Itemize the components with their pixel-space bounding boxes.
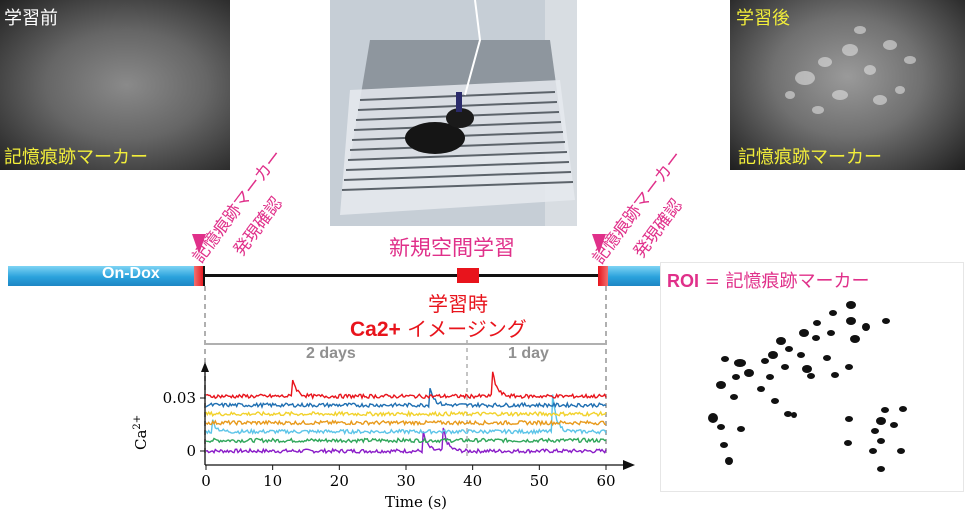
x-tick-label: 30 — [396, 472, 415, 490]
x-tick-label: 10 — [263, 472, 282, 490]
calcium-trace-series — [205, 427, 607, 455]
before-marker-label: 記憶痕跡マーカー — [4, 147, 148, 168]
roi-panel: ROI = 記憶痕跡マーカー — [660, 262, 964, 492]
x-ticks: 0 10 20 30 40 50 60 — [201, 465, 616, 490]
calcium-trace-chart: 0 10 20 30 40 50 60 00.03 Time (s) Ca2+ — [132, 362, 635, 511]
x-axis-label: Time (s) — [385, 493, 447, 511]
ca-label: Ca2+ — [350, 318, 401, 341]
timeline-left-tick — [203, 266, 205, 286]
learning-time-label: 学習時 — [428, 292, 488, 316]
x-tick-label: 50 — [530, 472, 549, 490]
calcium-traces — [205, 371, 607, 455]
ca-imaging-label: Ca2+ イメージング — [350, 313, 527, 342]
two-days-label: 2 days — [306, 345, 356, 362]
x-tick-label: 0 — [201, 472, 211, 490]
before-learning-label: 学習前 — [4, 8, 58, 29]
x-axis-arrow-icon — [623, 460, 635, 470]
x-tick-label: 40 — [463, 472, 482, 490]
calcium-trace-series — [205, 394, 607, 436]
right-red-marker — [598, 266, 608, 286]
y-axis-label: Ca2+ — [132, 415, 150, 450]
roi-equals: = — [699, 271, 726, 292]
after-marker-label: 記憶痕跡マーカー — [738, 147, 882, 168]
roi-marker: 記憶痕跡マーカー — [725, 271, 870, 292]
left-marker-arrow-icon — [192, 234, 206, 254]
y-tick-label: 0.03 — [163, 389, 196, 407]
calcium-trace-series — [205, 409, 607, 418]
calcium-trace-series — [205, 436, 607, 444]
y-ticks: 00.03 — [163, 389, 205, 460]
on-dox-bar — [8, 266, 196, 286]
post-bar — [608, 266, 660, 286]
y-axis-arrow-icon — [201, 362, 209, 372]
y-tick-label: 0 — [186, 442, 196, 460]
timeline-line — [204, 274, 599, 277]
before-learning-image: 学習前 記憶痕跡マーカー — [0, 0, 230, 170]
roi-caption: ROI = 記憶痕跡マーカー — [667, 267, 870, 293]
calcium-trace-series — [205, 419, 607, 427]
fluorescent-cells — [785, 26, 916, 114]
right-marker-arrow-icon — [592, 234, 606, 254]
maze-illustration — [330, 0, 577, 226]
imaging-label: イメージング — [400, 317, 527, 341]
on-dox-label: On-Dox — [102, 265, 160, 282]
left-red-marker — [194, 266, 204, 286]
one-day-label: 1 day — [508, 345, 549, 362]
x-tick-label: 60 — [596, 472, 615, 490]
new-space-learning-label: 新規空間学習 — [389, 236, 515, 260]
x-tick-label: 20 — [330, 472, 349, 490]
learning-session-marker — [457, 268, 479, 283]
roi-label: ROI — [667, 271, 700, 291]
calcium-trace-series — [205, 387, 607, 410]
calcium-trace-series — [205, 371, 607, 401]
roi-map — [708, 301, 907, 472]
after-learning-label: 学習後 — [736, 8, 790, 29]
learning-maze-photo — [330, 0, 577, 226]
after-learning-image: 学習後 記憶痕跡マーカー — [730, 0, 965, 170]
